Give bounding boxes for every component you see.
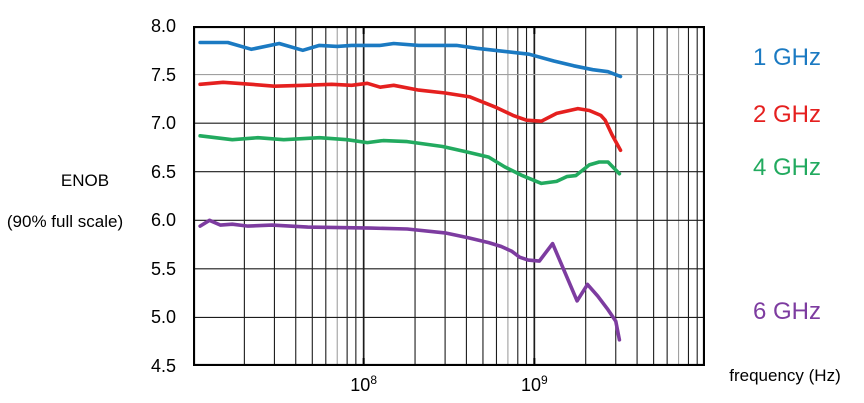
- curve-1-ghz: [198, 40, 623, 79]
- y-tick-label: 4.5: [150, 356, 176, 376]
- legend-item-4-ghz: 4 GHz: [753, 154, 822, 181]
- legend-item-1-ghz: 1 GHz: [753, 44, 822, 71]
- plot-border: [193, 26, 705, 366]
- chart-plot-area: [193, 26, 705, 366]
- y-tick-label: 5.5: [150, 258, 176, 279]
- x-tick-label: 108: [350, 373, 378, 395]
- y-axis-title: ENOB: [60, 171, 110, 190]
- y-tick-label: 7.0: [150, 113, 176, 134]
- y-tick-label: 7.5: [150, 64, 176, 85]
- x-axis-title: frequency (Hz): [729, 366, 841, 385]
- x-tick-label: 109: [520, 373, 548, 395]
- y-tick-label: 8.0: [150, 16, 176, 36]
- curve-6-ghz: [198, 218, 622, 342]
- y-tick-label: 6.5: [150, 161, 176, 182]
- chart-canvas: [193, 26, 705, 366]
- y-tick-label: 5.0: [150, 307, 176, 328]
- curve-4-ghz: [198, 134, 622, 186]
- y-tick-label: 6.0: [150, 210, 176, 231]
- legend-item-2-ghz: 2 GHz: [753, 101, 822, 128]
- x-tick-exponent: 8: [370, 373, 378, 387]
- curve-2-ghz: [198, 80, 623, 153]
- x-tick-exponent: 9: [541, 373, 548, 387]
- y-axis-subtitle: (90% full scale): [6, 212, 124, 231]
- legend-item-6-ghz: 6 GHz: [753, 298, 822, 325]
